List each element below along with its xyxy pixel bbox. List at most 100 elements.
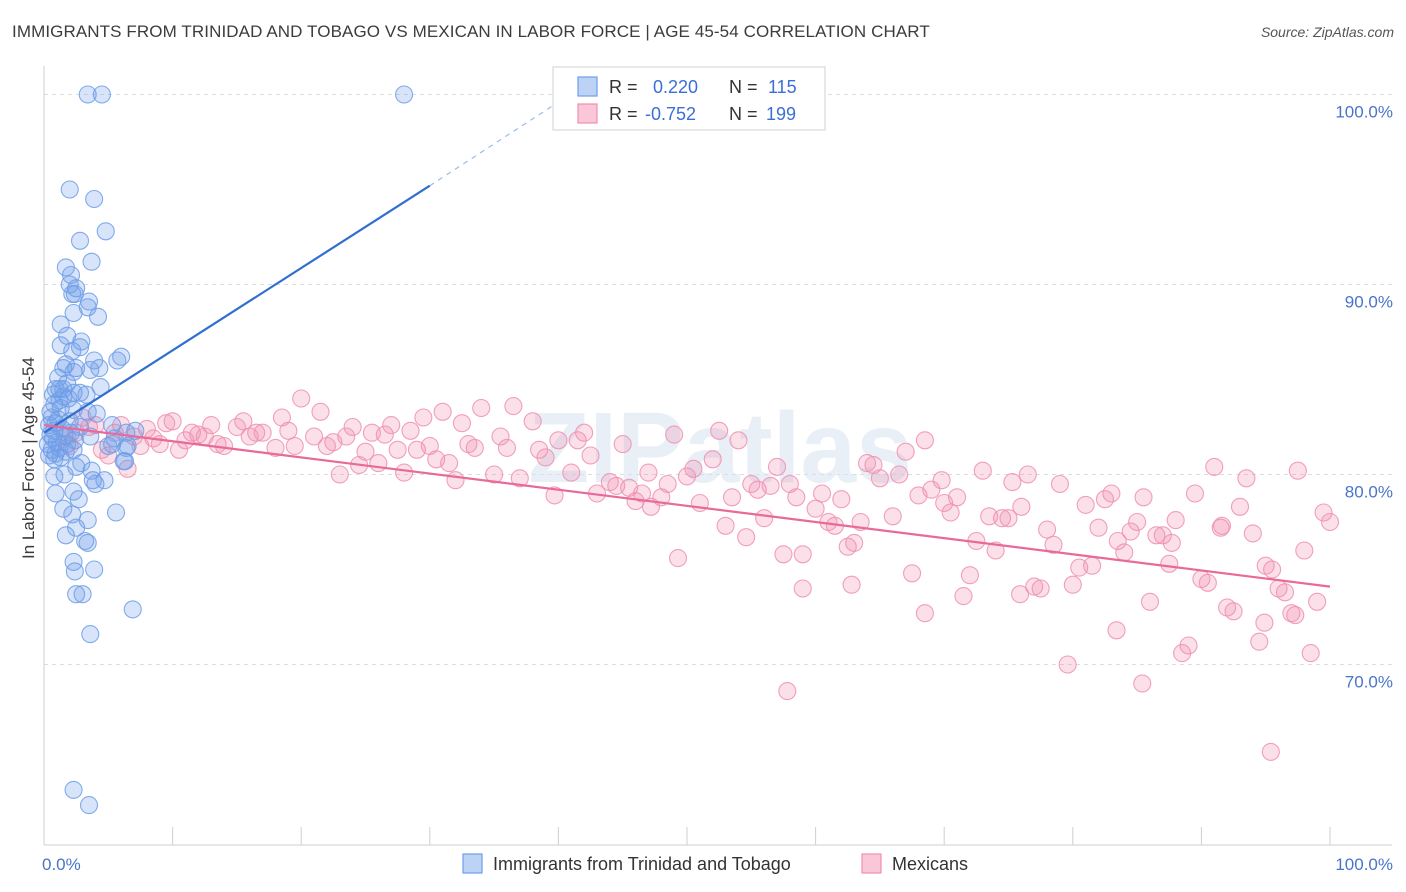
mexicans-point [793,545,812,564]
mexicans-point [1076,495,1095,514]
y-axis-label: In Labor Force | Age 45-54 [19,357,38,559]
y-tick-labels: 70.0% 80.0% 90.0% 100.0% [1335,103,1393,692]
mexicans-point [1140,592,1160,611]
mexicans-point [1198,573,1217,592]
mexicans-point [343,417,362,437]
trinidad-point [65,562,84,581]
mexicans-point [665,425,684,444]
y-tick-label: 80.0% [1345,483,1393,502]
mexicans-point [1261,742,1280,761]
mexicans-points [58,389,1340,761]
trinidad-point [70,383,90,402]
legend-pink-swatch [577,103,598,124]
mexicans-point [1250,632,1269,651]
mexicans-point [1038,520,1057,539]
mexicans-point [485,465,504,484]
mexicans-point [1134,488,1153,507]
mexicans-point [993,509,1012,528]
mexicans-point [1031,579,1050,598]
mexicans-point [465,438,484,457]
trinidad-point [70,231,90,250]
mexicans-point [285,436,304,456]
trinidad-point [69,490,88,509]
mexicans-point [163,412,182,431]
trinidad-point [67,518,86,537]
mexicans-point [1301,644,1320,663]
legend-trinidad-label: Immigrants from Trinidad and Tobago [493,854,791,874]
trinidad-point [395,85,414,104]
y-tick-label: 100.0% [1335,103,1393,122]
mexicans-point [1173,644,1192,663]
trinidad-point [46,484,65,503]
mexicans-point [832,490,851,509]
mexicans-point [1205,457,1224,476]
series-legend: Immigrants from Trinidad and Tobago Mexi… [462,853,968,874]
mexicans-point [842,575,861,594]
mexicans-point [1070,558,1089,577]
trinidad-point [114,452,133,471]
correlation-legend: R = 0.220 N = 115 R = -0.752 N = 199 [552,66,826,131]
mexicans-point [1003,473,1022,492]
mexicans-point [182,423,201,442]
mexicans-point [1025,577,1044,596]
mexicans-point [883,507,902,526]
mexicans-point [1224,602,1243,621]
x-tick-labels: 0.0% 100.0% [42,855,1393,874]
trinidad-point [60,180,79,199]
trinidad-point [81,625,100,644]
trinidad-point [82,461,101,480]
mexicans-point [510,469,529,488]
mexicans-point [658,474,677,494]
trinidad-point [56,526,75,545]
mexicans-point [902,564,922,583]
mexicans-point [568,431,587,450]
trinidad-point [79,292,99,311]
trend-lines [43,101,1331,588]
mexicans-point [915,431,934,450]
mexicans-point [1308,592,1327,611]
mexicans-point [523,412,542,431]
legend-n-label-2: N = [729,104,758,124]
y-tick-label: 70.0% [1345,673,1393,692]
mexicans-point [864,455,883,475]
mexicans-point [1160,554,1179,573]
trinidad-trend-line [43,184,431,434]
legend-trinidad-swatch [462,853,483,874]
trinidad-point [72,332,91,351]
mexicans-point [793,579,812,598]
trinidad-point [92,85,111,104]
mexicans-point [677,467,697,486]
legend-box [552,66,826,131]
mexicans-point [1107,621,1126,640]
mexicans-point [716,516,735,535]
mexicans-point [1179,636,1198,655]
mexicans-point [1185,484,1205,503]
mexicans-point [778,682,797,701]
mexicans-point [857,454,877,473]
mexicans-point [812,484,832,503]
mexicans-point [497,438,517,457]
mexicans-point [530,440,549,459]
mexicans-point [549,431,568,450]
mexicans-point [401,421,420,440]
mexicans-trend-line [43,424,1331,588]
trinidad-point [78,533,97,552]
trinidad-point [64,400,83,419]
mexicans-point [1255,613,1274,632]
trinidad-trend-extension [429,101,559,187]
trinidad-point [78,85,97,104]
mexicans-point [575,423,594,442]
mexicans-point [999,509,1018,528]
mexicans-point [915,604,934,623]
mexicans-point [787,488,806,507]
mexicans-point [896,442,915,461]
mexicans-point [504,397,523,416]
mexicans-point [253,423,272,442]
legend-n-label-1: N = [729,77,758,97]
mexicans-point [1108,531,1127,551]
mexicans-point [1044,535,1063,554]
mexicans-point [1058,655,1077,674]
mexicans-point [1237,469,1256,488]
trinidad-point [51,336,70,355]
